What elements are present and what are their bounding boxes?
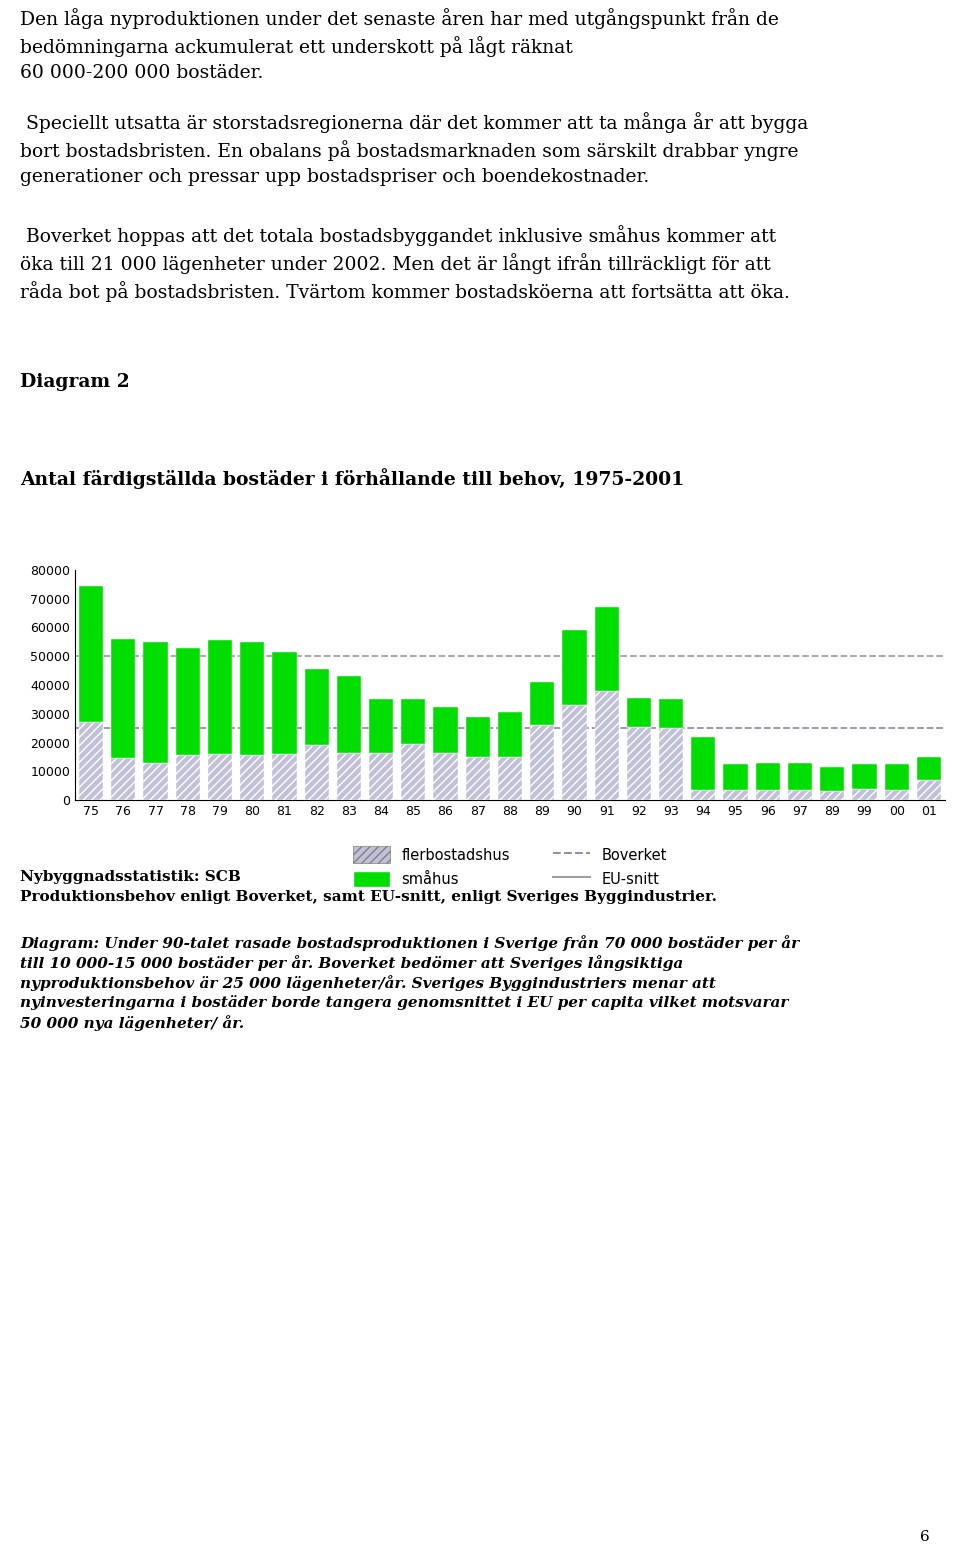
- Bar: [788, 790, 812, 800]
- Bar: [434, 753, 458, 800]
- Bar: [498, 712, 522, 756]
- Text: Diagram 2: Diagram 2: [20, 373, 130, 391]
- Bar: [176, 647, 200, 756]
- Bar: [208, 755, 232, 800]
- Bar: [659, 700, 684, 728]
- Bar: [273, 755, 297, 800]
- Bar: [627, 698, 651, 726]
- Bar: [337, 753, 361, 800]
- Bar: [273, 652, 297, 755]
- Text: Antal färdigställda bostäder i förhållande till behov, 1975-2001: Antal färdigställda bostäder i förhållan…: [20, 468, 684, 490]
- Bar: [691, 737, 715, 790]
- Bar: [434, 706, 458, 753]
- Bar: [788, 762, 812, 790]
- Text: nyinvesteringarna i bostäder borde tangera genomsnittet i EU per capita vilket m: nyinvesteringarna i bostäder borde tange…: [20, 995, 788, 1010]
- Bar: [143, 762, 168, 800]
- Bar: [401, 744, 425, 800]
- Bar: [208, 641, 232, 755]
- Bar: [917, 780, 941, 800]
- Text: Boverket hoppas att det totala bostadsbyggandet inklusive småhus kommer att: Boverket hoppas att det totala bostadsby…: [20, 224, 776, 246]
- Bar: [820, 767, 844, 792]
- Legend: flerbostadshus, småhus, Boverket, EU-snitt: flerbostadshus, småhus, Boverket, EU-sni…: [353, 847, 667, 887]
- Bar: [401, 700, 425, 744]
- Bar: [563, 705, 587, 800]
- Bar: [691, 790, 715, 800]
- Text: nyproduktionsbehov är 25 000 lägenheter/år. Sveriges Byggindustriers menar att: nyproduktionsbehov är 25 000 lägenheter/…: [20, 974, 716, 992]
- Bar: [337, 677, 361, 753]
- Bar: [884, 764, 909, 790]
- Bar: [724, 764, 748, 790]
- Bar: [756, 790, 780, 800]
- Bar: [176, 756, 200, 800]
- Bar: [369, 700, 394, 753]
- Bar: [594, 691, 619, 800]
- Bar: [724, 790, 748, 800]
- Bar: [111, 639, 135, 758]
- Bar: [498, 756, 522, 800]
- Bar: [852, 789, 876, 800]
- Text: 50 000 nya lägenheter/ år.: 50 000 nya lägenheter/ år.: [20, 1015, 244, 1030]
- Bar: [659, 728, 684, 800]
- Bar: [594, 608, 619, 691]
- Bar: [852, 764, 876, 789]
- Bar: [466, 756, 490, 800]
- Bar: [530, 725, 554, 800]
- Text: bort bostadsbristen. En obalans på bostadsmarknaden som särskilt drabbar yngre: bort bostadsbristen. En obalans på bosta…: [20, 140, 799, 161]
- Text: Den låga nyproduktionen under det senaste åren har med utgångspunkt från de: Den låga nyproduktionen under det senast…: [20, 8, 779, 30]
- Bar: [79, 586, 103, 722]
- Text: bedömningarna ackumulerat ett underskott på lågt räknat: bedömningarna ackumulerat ett underskott…: [20, 36, 573, 58]
- Text: 60 000-200 000 bostäder.: 60 000-200 000 bostäder.: [20, 64, 263, 83]
- Text: Diagram: Under 90-talet rasade bostadsproduktionen i Sverige från 70 000 bostäde: Diagram: Under 90-talet rasade bostadspr…: [20, 935, 799, 951]
- Text: Nybyggnadsstatistik: SCB: Nybyggnadsstatistik: SCB: [20, 870, 241, 884]
- Bar: [240, 756, 264, 800]
- Bar: [820, 792, 844, 800]
- Text: råda bot på bostadsbristen. Tvärtom kommer bostadsköerna att fortsätta att öka.: råda bot på bostadsbristen. Tvärtom komm…: [20, 281, 790, 302]
- Bar: [917, 756, 941, 780]
- Bar: [530, 683, 554, 725]
- Bar: [369, 753, 394, 800]
- Bar: [627, 726, 651, 800]
- Text: Produktionsbehov enligt Boverket, samt EU-snitt, enligt Sveriges Byggindustrier.: Produktionsbehov enligt Boverket, samt E…: [20, 890, 717, 904]
- Text: generationer och pressar upp bostadspriser och boendekostnader.: generationer och pressar upp bostadspris…: [20, 168, 649, 186]
- Text: 6: 6: [921, 1529, 930, 1543]
- Text: till 10 000-15 000 bostäder per år. Boverket bedömer att Sveriges långsiktiga: till 10 000-15 000 bostäder per år. Bove…: [20, 956, 684, 971]
- Bar: [756, 762, 780, 790]
- Text: öka till 21 000 lägenheter under 2002. Men det är långt ifrån tillräckligt för a: öka till 21 000 lägenheter under 2002. M…: [20, 253, 771, 274]
- Bar: [304, 745, 328, 800]
- Bar: [466, 717, 490, 756]
- Bar: [79, 722, 103, 800]
- Bar: [884, 790, 909, 800]
- Bar: [111, 758, 135, 800]
- Text: Speciellt utsatta är storstadsregionerna där det kommer att ta många år att bygg: Speciellt utsatta är storstadsregionerna…: [20, 112, 808, 133]
- Bar: [304, 669, 328, 745]
- Bar: [563, 630, 587, 705]
- Bar: [240, 642, 264, 756]
- Bar: [143, 642, 168, 762]
